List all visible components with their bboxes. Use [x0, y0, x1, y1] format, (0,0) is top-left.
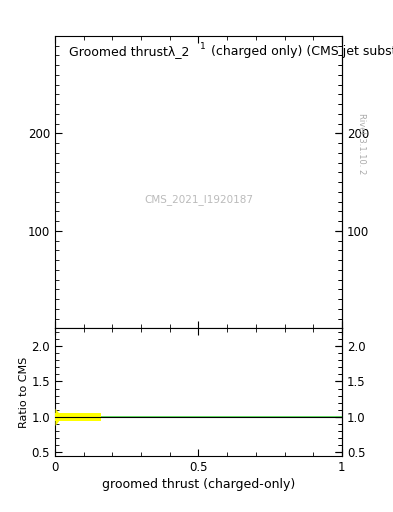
Text: CMS_2021_I1920187: CMS_2021_I1920187 — [144, 194, 253, 205]
Text: Rivet 3.1.10. 2: Rivet 3.1.10. 2 — [357, 113, 366, 174]
X-axis label: groomed thrust (charged-only): groomed thrust (charged-only) — [102, 478, 295, 490]
Text: (charged only) (CMS jet substructure): (charged only) (CMS jet substructure) — [207, 45, 393, 58]
Text: Groomed thrustλ_2: Groomed thrustλ_2 — [70, 45, 190, 58]
Text: 1: 1 — [200, 41, 206, 51]
Y-axis label: Ratio to CMS: Ratio to CMS — [19, 356, 29, 428]
